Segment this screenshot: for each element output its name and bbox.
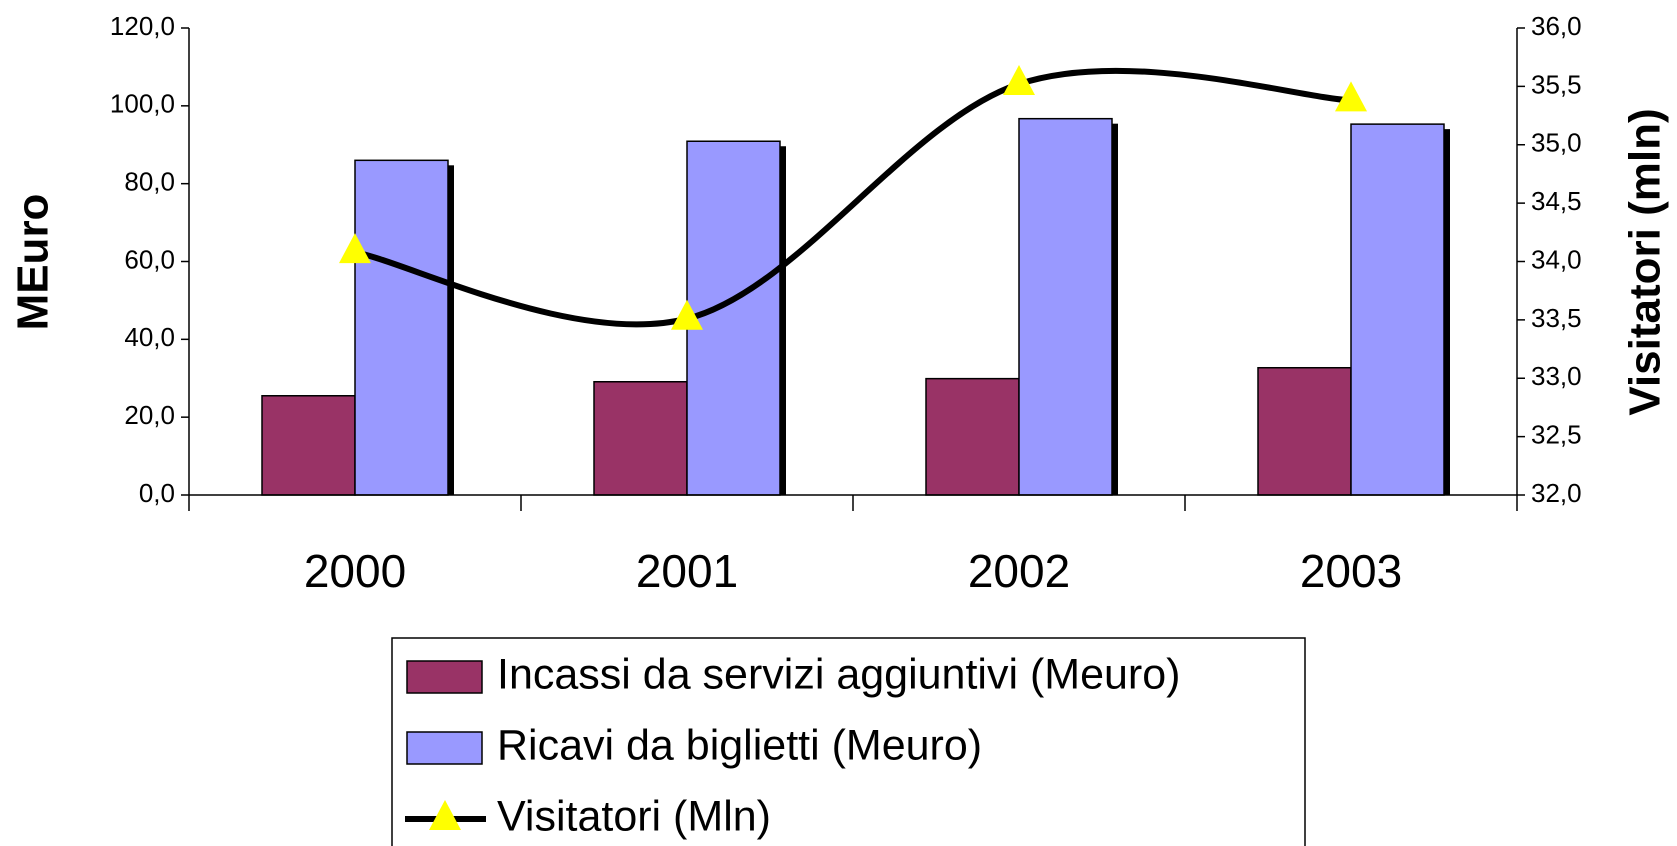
y2-tick-label: 33,0 bbox=[1531, 361, 1582, 391]
y2-tick-label: 36,0 bbox=[1531, 11, 1582, 41]
x-tick-label: 2001 bbox=[636, 545, 738, 597]
bar bbox=[1018, 117, 1113, 496]
bar bbox=[1257, 366, 1352, 496]
legend-label: Incassi da servizi aggiuntivi (Meuro) bbox=[497, 650, 1181, 698]
bar bbox=[593, 381, 688, 496]
y-tick-label: 80,0 bbox=[124, 167, 175, 197]
y2-tick-label: 34,0 bbox=[1531, 244, 1582, 274]
y2-tick-label: 35,5 bbox=[1531, 69, 1582, 99]
y2-tick-label: 32,0 bbox=[1531, 478, 1582, 508]
bar bbox=[925, 377, 1020, 496]
legend-box bbox=[391, 637, 1306, 846]
y2-tick-label: 33,5 bbox=[1531, 303, 1582, 333]
legend-marker bbox=[429, 800, 461, 830]
legend-swatch bbox=[406, 731, 483, 765]
bar bbox=[1350, 123, 1445, 496]
bar bbox=[354, 159, 449, 496]
legend-label: Ricavi da biglietti (Meuro) bbox=[497, 721, 982, 769]
y-tick-label: 60,0 bbox=[124, 244, 175, 274]
marker bbox=[1335, 81, 1367, 112]
marker bbox=[1003, 65, 1035, 96]
y2-tick-label: 32,5 bbox=[1531, 420, 1582, 450]
x-tick-label: 2000 bbox=[304, 545, 406, 597]
y-tick-label: 0,0 bbox=[139, 478, 175, 508]
y-tick-label: 20,0 bbox=[124, 400, 175, 430]
legend-swatch bbox=[406, 660, 483, 694]
legend-label: Visitatori (Mln) bbox=[497, 792, 771, 840]
y-tick-label: 100,0 bbox=[110, 89, 175, 119]
y-axis-title: MEuro bbox=[9, 194, 58, 331]
y2-tick-label: 34,5 bbox=[1531, 186, 1582, 216]
bar bbox=[686, 140, 781, 496]
y-tick-label: 40,0 bbox=[124, 322, 175, 352]
y-tick-label: 120,0 bbox=[110, 11, 175, 41]
x-tick-label: 2003 bbox=[1300, 545, 1402, 597]
x-tick-label: 2002 bbox=[968, 545, 1070, 597]
y2-tick-label: 35,0 bbox=[1531, 128, 1582, 158]
line bbox=[354, 67, 1352, 328]
y2-axis-title: Visitatori (mln) bbox=[1621, 108, 1670, 415]
marker bbox=[671, 299, 703, 330]
marker bbox=[339, 233, 371, 264]
bar bbox=[261, 395, 356, 496]
